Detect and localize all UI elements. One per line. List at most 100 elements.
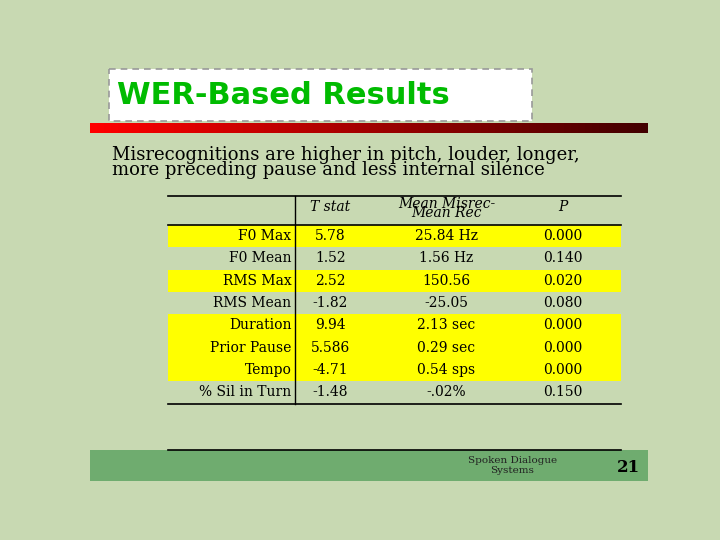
Bar: [168, 336, 621, 359]
Text: 5.78: 5.78: [315, 229, 346, 243]
Bar: [627, 123, 635, 132]
Bar: [313, 123, 321, 132]
Text: Prior Pause: Prior Pause: [210, 341, 292, 355]
Bar: [641, 123, 649, 132]
Text: 0.000: 0.000: [543, 319, 582, 333]
Bar: [341, 123, 349, 132]
Text: 0.020: 0.020: [543, 274, 582, 288]
Bar: [390, 123, 397, 132]
Text: 150.56: 150.56: [423, 274, 471, 288]
Bar: [467, 123, 474, 132]
Bar: [438, 123, 446, 132]
Bar: [613, 123, 621, 132]
Text: 0.000: 0.000: [543, 229, 582, 243]
Bar: [167, 123, 174, 132]
Bar: [585, 123, 593, 132]
Bar: [90, 450, 648, 481]
Bar: [111, 123, 119, 132]
Bar: [369, 123, 377, 132]
Bar: [418, 123, 426, 132]
Text: Mean Misrec-: Mean Misrec-: [398, 197, 495, 211]
Bar: [118, 123, 126, 132]
Bar: [529, 123, 537, 132]
Bar: [168, 314, 621, 336]
Text: P: P: [558, 200, 567, 213]
Bar: [495, 123, 503, 132]
Bar: [174, 123, 181, 132]
Bar: [292, 123, 300, 132]
Bar: [194, 123, 202, 132]
Bar: [474, 123, 482, 132]
Text: 0.150: 0.150: [543, 386, 582, 400]
Bar: [251, 123, 258, 132]
Text: 0.54 sps: 0.54 sps: [418, 363, 476, 377]
FancyBboxPatch shape: [109, 69, 532, 121]
Bar: [411, 123, 418, 132]
Bar: [209, 123, 216, 132]
Bar: [487, 123, 495, 132]
Text: -4.71: -4.71: [312, 363, 348, 377]
Bar: [215, 123, 223, 132]
Text: F0 Mean: F0 Mean: [229, 252, 292, 266]
Bar: [634, 123, 642, 132]
Text: 0.000: 0.000: [543, 363, 582, 377]
Text: 0.29 sec: 0.29 sec: [418, 341, 476, 355]
Bar: [300, 123, 307, 132]
Bar: [376, 123, 384, 132]
Text: -.02%: -.02%: [427, 386, 467, 400]
Bar: [459, 123, 467, 132]
Bar: [243, 123, 251, 132]
Bar: [320, 123, 328, 132]
Bar: [550, 123, 558, 132]
Bar: [222, 123, 230, 132]
Bar: [271, 123, 279, 132]
Text: -1.48: -1.48: [312, 386, 348, 400]
Text: T stat: T stat: [310, 200, 351, 213]
Bar: [279, 123, 286, 132]
Text: 21: 21: [617, 459, 640, 476]
Bar: [355, 123, 363, 132]
Bar: [188, 123, 195, 132]
Text: Misrecognitions are higher in pitch, louder, longer,: Misrecognitions are higher in pitch, lou…: [112, 146, 580, 164]
Bar: [145, 123, 153, 132]
Bar: [383, 123, 391, 132]
Text: 0.000: 0.000: [543, 341, 582, 355]
Bar: [606, 123, 614, 132]
Bar: [502, 123, 509, 132]
Text: % Sil in Turn: % Sil in Turn: [199, 386, 292, 400]
Bar: [236, 123, 244, 132]
Text: 0.140: 0.140: [543, 252, 582, 266]
Text: 1.56 Hz: 1.56 Hz: [419, 252, 474, 266]
Bar: [397, 123, 405, 132]
Text: Spoken Dialogue
Systems: Spoken Dialogue Systems: [468, 456, 557, 475]
Bar: [168, 359, 621, 381]
Bar: [285, 123, 293, 132]
Bar: [593, 123, 600, 132]
Text: 5.586: 5.586: [310, 341, 350, 355]
Bar: [181, 123, 189, 132]
Bar: [571, 123, 579, 132]
Bar: [446, 123, 454, 132]
Bar: [168, 225, 621, 247]
Bar: [544, 123, 551, 132]
Text: 25.84 Hz: 25.84 Hz: [415, 229, 478, 243]
Bar: [348, 123, 356, 132]
Bar: [453, 123, 461, 132]
Bar: [125, 123, 132, 132]
Text: Duration: Duration: [229, 319, 292, 333]
Bar: [327, 123, 335, 132]
Text: 1.52: 1.52: [315, 252, 346, 266]
Bar: [516, 123, 523, 132]
Bar: [202, 123, 210, 132]
Bar: [362, 123, 370, 132]
Text: 0.080: 0.080: [543, 296, 582, 310]
Bar: [132, 123, 140, 132]
Bar: [404, 123, 412, 132]
Bar: [230, 123, 238, 132]
Text: -25.05: -25.05: [425, 296, 469, 310]
Bar: [160, 123, 168, 132]
Bar: [620, 123, 628, 132]
Bar: [97, 123, 104, 132]
Text: more preceding pause and less internal silence: more preceding pause and less internal s…: [112, 161, 544, 179]
Text: WER-Based Results: WER-Based Results: [117, 81, 450, 110]
